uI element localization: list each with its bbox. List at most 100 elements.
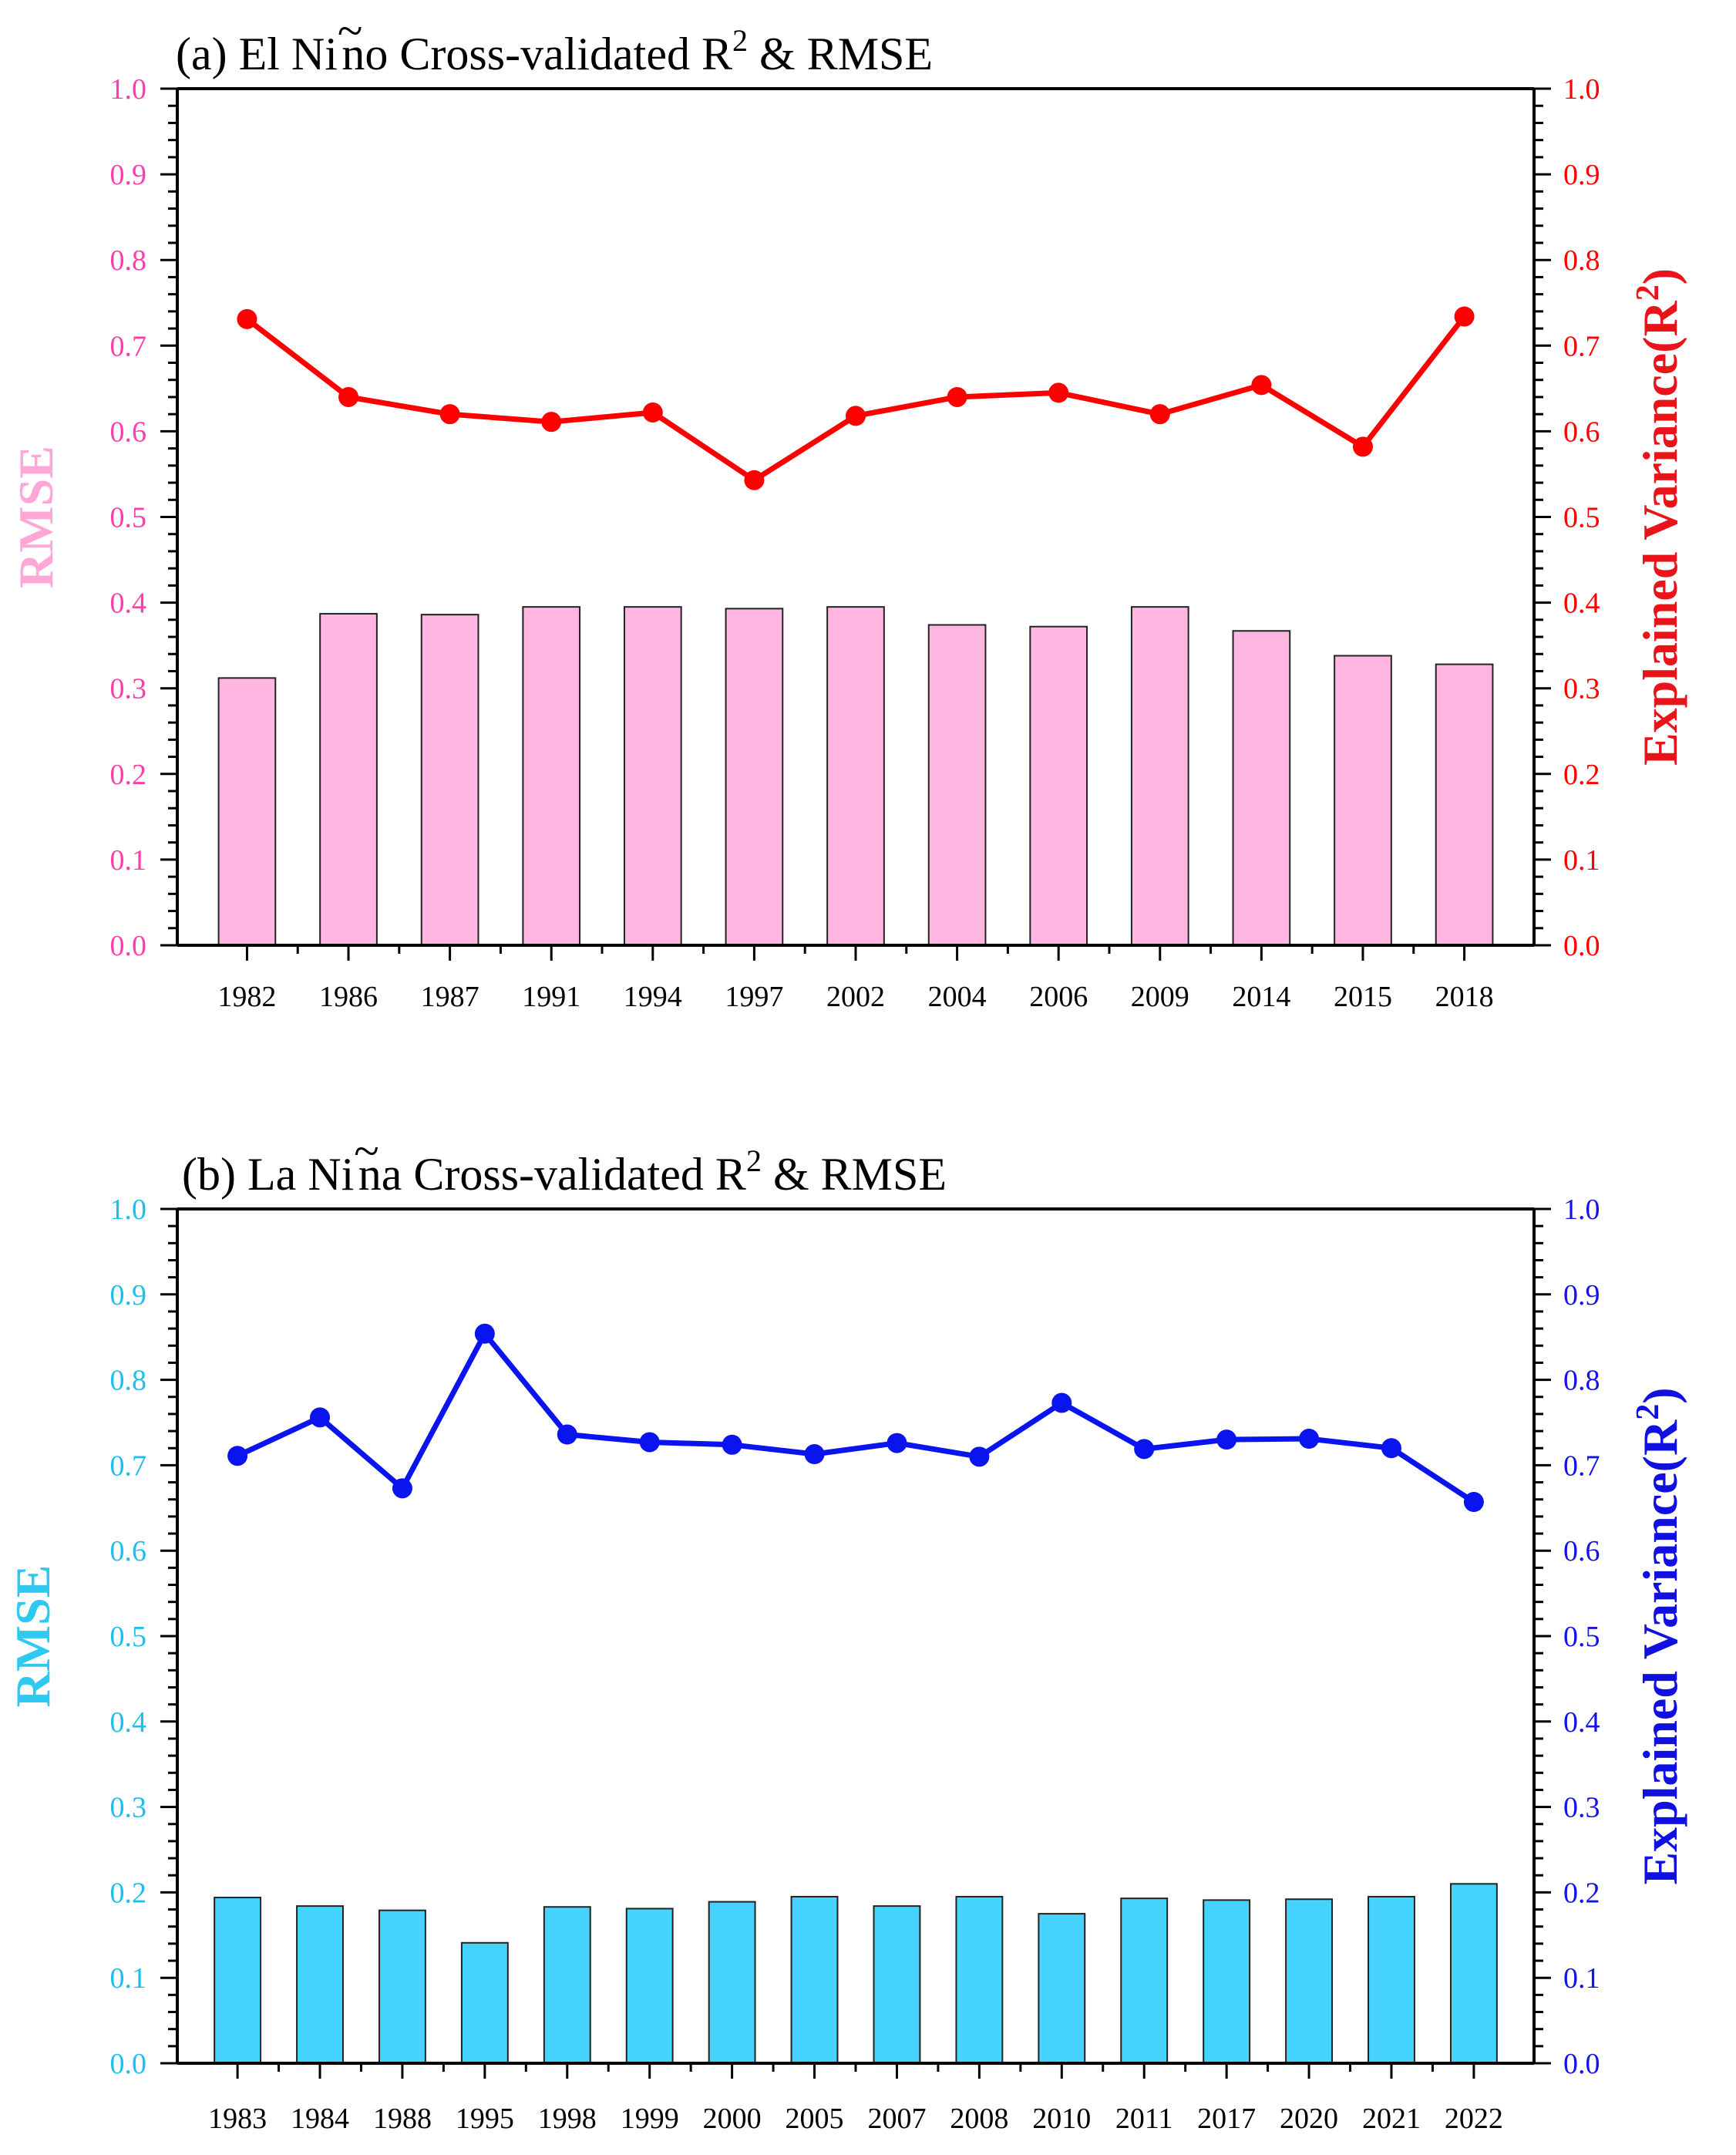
rmse-bar-2007 bbox=[873, 1905, 921, 2064]
x-tick-label-2005: 2005 bbox=[786, 2103, 844, 2135]
left-axis-title: RMSE bbox=[5, 1565, 60, 1708]
x-tick-label-2011: 2011 bbox=[1115, 2103, 1173, 2135]
rmse-bar-2020 bbox=[1285, 1898, 1333, 2064]
rmse-bar-1984 bbox=[296, 1905, 344, 2064]
left-axis-title: RMSE bbox=[8, 446, 63, 588]
rmse-bar-1991 bbox=[522, 606, 581, 947]
rmse-bar-1983 bbox=[214, 1897, 262, 2065]
r2-point-2015 bbox=[1352, 436, 1373, 457]
rmse-bar-2021 bbox=[1368, 1895, 1415, 2064]
r2-point-1982 bbox=[237, 308, 257, 329]
tilde-accent: ~ bbox=[338, 5, 362, 56]
r2-point-2014 bbox=[1251, 375, 1272, 396]
right-tick-label: 0.6 bbox=[1563, 1535, 1600, 1567]
right-tick-label: 0.3 bbox=[1563, 673, 1600, 705]
left-tick-label: 0.4 bbox=[110, 1706, 147, 1739]
left-tick-label: 0.4 bbox=[110, 588, 147, 620]
left-tick-label: 0.6 bbox=[110, 416, 147, 448]
r2-point-1986 bbox=[338, 386, 359, 407]
right-tick-label: 0.2 bbox=[1563, 759, 1600, 791]
right-axis-title: Explained Variance(R2) bbox=[1630, 268, 1687, 766]
right-tick-label: 0.7 bbox=[1563, 1450, 1600, 1482]
rmse-bar-2011 bbox=[1120, 1897, 1169, 2064]
r2-point-1997 bbox=[744, 470, 765, 490]
x-tick-label-2007: 2007 bbox=[867, 2103, 926, 2135]
right-tick-label: 0.8 bbox=[1563, 244, 1600, 277]
rmse-bar-2017 bbox=[1203, 1899, 1251, 2065]
right-axis-title: Explained Variance(R2) bbox=[1630, 1387, 1687, 1884]
left-tick-label: 0.5 bbox=[110, 502, 147, 534]
rmse-bar-2002 bbox=[826, 606, 885, 947]
r2-point-2018 bbox=[1454, 306, 1475, 327]
rmse-bar-1994 bbox=[623, 606, 682, 947]
r2-point-2002 bbox=[846, 406, 866, 426]
rmse-bar-1995 bbox=[460, 1941, 509, 2064]
right-tick-label: 0.1 bbox=[1563, 1962, 1600, 1995]
r2-point-2005 bbox=[804, 1443, 825, 1464]
x-tick-label-1986: 1986 bbox=[319, 981, 378, 1013]
x-tick-label-1994: 1994 bbox=[624, 981, 682, 1013]
left-tick-label: 0.3 bbox=[110, 1792, 147, 1824]
left-tick-label: 0.2 bbox=[110, 759, 147, 791]
left-tick-label: 0.7 bbox=[110, 330, 147, 362]
rmse-bar-2018 bbox=[1435, 663, 1494, 946]
rmse-bar-1997 bbox=[725, 608, 784, 946]
r2-series-line bbox=[245, 315, 1467, 483]
x-tick-label-1983: 1983 bbox=[208, 2103, 267, 2135]
x-tick-label-2017: 2017 bbox=[1197, 2103, 1256, 2135]
right-tick-label: 1.0 bbox=[1563, 1194, 1600, 1226]
x-tick-label-1991: 1991 bbox=[522, 981, 580, 1013]
x-tick-label-2004: 2004 bbox=[928, 981, 987, 1013]
x-tick-label-1987: 1987 bbox=[421, 981, 479, 1013]
r2-point-2000 bbox=[722, 1434, 742, 1455]
rmse-bar-2005 bbox=[790, 1895, 839, 2064]
rmse-bar-1999 bbox=[625, 1908, 674, 2064]
panel-title: (b) La Ni~na Cross-validated R2 & RMSE bbox=[182, 1126, 947, 1200]
left-tick-label: 0.0 bbox=[110, 930, 147, 962]
left-tick-label: 0.3 bbox=[110, 673, 147, 705]
tilde-accent: ~ bbox=[354, 1126, 378, 1177]
x-tick-label-1988: 1988 bbox=[373, 2103, 432, 2135]
rmse-bar-2004 bbox=[927, 624, 987, 947]
x-tick-label-2020: 2020 bbox=[1280, 2103, 1338, 2135]
r2-point-1984 bbox=[310, 1407, 331, 1428]
r2-point-2008 bbox=[969, 1446, 990, 1467]
chart-panel-el-nino: (a) El Ni~no Cross-validated R2 & RMSE 0.… bbox=[8, 5, 1687, 1013]
right-tick-label: 0.5 bbox=[1563, 1621, 1600, 1653]
rmse-bar-2010 bbox=[1038, 1913, 1086, 2065]
r2-point-2007 bbox=[887, 1433, 907, 1453]
r2-series-line bbox=[236, 1331, 1475, 1504]
r2-point-2010 bbox=[1051, 1392, 1072, 1413]
right-tick-label: 0.5 bbox=[1563, 502, 1600, 534]
right-tick-label: 0.6 bbox=[1563, 416, 1600, 448]
r2-point-1983 bbox=[227, 1446, 248, 1466]
x-tick-label-1982: 1982 bbox=[217, 981, 276, 1013]
x-tick-label-2008: 2008 bbox=[950, 2103, 1008, 2135]
x-tick-label-2014: 2014 bbox=[1232, 981, 1290, 1013]
x-tick-label-2000: 2000 bbox=[703, 2103, 762, 2135]
right-tick-label: 0.9 bbox=[1563, 159, 1600, 191]
rmse-bar-2006 bbox=[1029, 625, 1088, 946]
rmse-bar-1987 bbox=[420, 614, 479, 946]
x-tick-label-1997: 1997 bbox=[725, 981, 783, 1013]
rmse-bar-1982 bbox=[217, 677, 277, 946]
r2-point-1999 bbox=[639, 1432, 660, 1453]
right-tick-label: 0.1 bbox=[1563, 844, 1600, 877]
rmse-bar-2008 bbox=[955, 1895, 1004, 2064]
r2-point-1991 bbox=[541, 412, 562, 433]
left-tick-label: 1.0 bbox=[110, 73, 147, 106]
right-tick-label: 0.0 bbox=[1563, 2048, 1600, 2080]
r2-point-1994 bbox=[642, 402, 663, 423]
rmse-bar-2015 bbox=[1334, 655, 1392, 946]
x-tick-label-1998: 1998 bbox=[538, 2103, 597, 2135]
left-tick-label: 0.0 bbox=[110, 2048, 147, 2080]
left-tick-label: 0.8 bbox=[110, 1365, 147, 1397]
x-tick-label-2015: 2015 bbox=[1334, 981, 1392, 1013]
x-tick-label-2010: 2010 bbox=[1032, 2103, 1091, 2135]
x-tick-label-1984: 1984 bbox=[291, 2103, 349, 2135]
rmse-bar-2014 bbox=[1232, 630, 1291, 946]
right-tick-label: 0.8 bbox=[1563, 1365, 1600, 1397]
left-tick-label: 0.2 bbox=[110, 1877, 147, 1909]
r2-point-2021 bbox=[1381, 1438, 1401, 1459]
r2-point-1987 bbox=[439, 404, 460, 425]
